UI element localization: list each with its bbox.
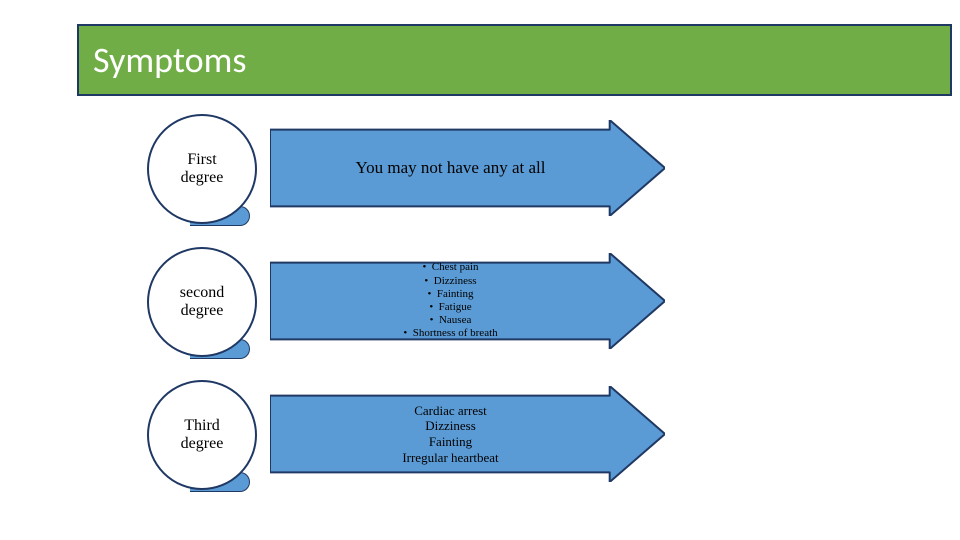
symptom-bullet-list-2: Chest painDizzinessFaintingFatigueNausea…	[403, 261, 497, 340]
list-item: Shortness of breath	[403, 327, 497, 340]
list-item: Dizziness	[403, 275, 497, 288]
degree-circle-3: Third degree	[147, 380, 257, 490]
symptom-arrow-content-1: You may not have any at all	[270, 120, 665, 216]
degree-circle-1: First degree	[147, 114, 257, 224]
list-item: Nausea	[403, 314, 497, 327]
list-item: Cardiac arrest	[402, 403, 498, 419]
degree-circle-2: second degree	[147, 247, 257, 357]
list-item: Dizziness	[402, 418, 498, 434]
list-item: Chest pain	[403, 261, 497, 274]
symptom-arrow-3: Cardiac arrestDizzinessFaintingIrregular…	[270, 386, 665, 482]
symptom-arrow-content-2: Chest painDizzinessFaintingFatigueNausea…	[270, 253, 665, 349]
symptom-line-list-3: Cardiac arrestDizzinessFaintingIrregular…	[402, 403, 498, 465]
page-title: Symptoms	[93, 38, 246, 82]
list-item: Fainting	[402, 434, 498, 450]
symptom-arrow-1: You may not have any at all	[270, 120, 665, 216]
list-item: Fainting	[403, 288, 497, 301]
symptom-arrow-2: Chest painDizzinessFaintingFatigueNausea…	[270, 253, 665, 349]
list-item: Irregular heartbeat	[402, 450, 498, 466]
degree-label-2: second degree	[180, 284, 224, 321]
degree-label-1: First degree	[181, 151, 224, 188]
symptom-arrow-content-3: Cardiac arrestDizzinessFaintingIrregular…	[270, 386, 665, 482]
list-item: Fatigue	[403, 301, 497, 314]
symptom-text-1: You may not have any at all	[356, 158, 546, 178]
title-bar: Symptoms	[77, 24, 952, 96]
degree-label-3: Third degree	[181, 417, 224, 454]
